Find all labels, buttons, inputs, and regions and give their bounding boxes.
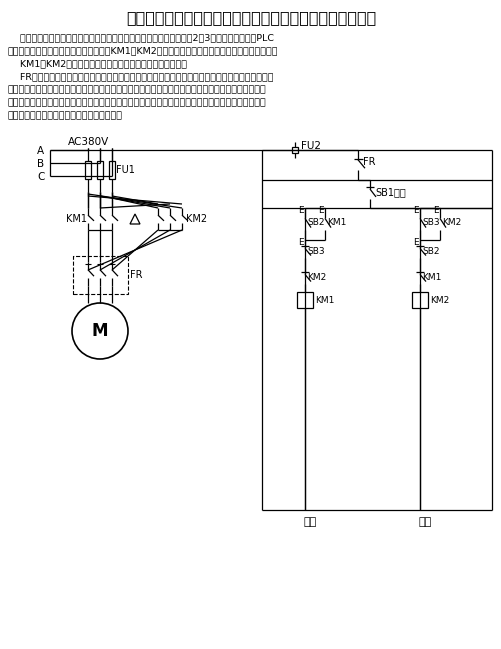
- Text: KM2: KM2: [441, 217, 460, 227]
- Text: 反转: 反转: [417, 517, 431, 527]
- Text: 下图是三相异步电动机正反转控制的主电路和继电器控制电路图，图2与3是功能与它相同的PLC: 下图是三相异步电动机正反转控制的主电路和继电器控制电路图，图2与3是功能与它相同…: [8, 34, 274, 42]
- Text: KM2: KM2: [429, 295, 448, 304]
- Text: 三相异步电动机正反转控制的主电路和继电器控制电路图：: 三相异步电动机正反转控制的主电路和继电器控制电路图：: [126, 10, 375, 25]
- Text: SB3: SB3: [421, 217, 439, 227]
- Text: E: E: [298, 206, 303, 215]
- Text: KM1: KM1: [421, 273, 440, 282]
- Bar: [292, 147, 298, 153]
- Text: 保护作用。有的热继电器需要手动复位，即热继电器动作后要按一下它自带的复位按钮，其触点才会恢: 保护作用。有的热继电器需要手动复位，即热继电器动作后要按一下它自带的复位按钮，其…: [8, 99, 266, 108]
- Text: KM1: KM1: [314, 295, 334, 304]
- Text: SB2: SB2: [307, 217, 324, 227]
- Text: KM1: KM1: [326, 217, 346, 227]
- Text: FU2: FU2: [301, 141, 320, 151]
- Text: 控制系统的外部接线图和梯形图。其中，KM1和KM2分别是控制正转运行和反转运行的交流接触器。: 控制系统的外部接线图和梯形图。其中，KM1和KM2分别是控制正转运行和反转运行的…: [8, 47, 278, 56]
- Text: A: A: [37, 146, 44, 156]
- Bar: [411, 292, 427, 308]
- Circle shape: [72, 303, 128, 359]
- Bar: [73, 256, 128, 294]
- Text: E: E: [298, 238, 303, 247]
- Text: FR: FR: [130, 270, 142, 280]
- Text: FR是作过载保护用的热继电器，异步电动机长期严重过载时，经过一定延时，热继电器的常闭触点: FR是作过载保护用的热继电器，异步电动机长期严重过载时，经过一定延时，热继电器的…: [8, 73, 273, 82]
- Text: SB3: SB3: [307, 247, 324, 256]
- Text: C: C: [37, 172, 44, 182]
- Text: 正转: 正转: [303, 517, 316, 527]
- Text: SB2: SB2: [421, 247, 438, 256]
- Text: E: E: [412, 206, 418, 215]
- Text: B: B: [37, 159, 44, 169]
- Text: E: E: [412, 238, 418, 247]
- Text: E: E: [432, 206, 438, 215]
- Text: FR: FR: [362, 157, 375, 167]
- Bar: [109, 161, 115, 179]
- Text: FU1: FU1: [116, 165, 135, 175]
- Text: KM1和KM2分别是控制正转运行和反转运行的交流接触器。: KM1和KM2分别是控制正转运行和反转运行的交流接触器。: [8, 60, 187, 69]
- Text: KM1: KM1: [66, 214, 87, 224]
- Bar: [297, 292, 313, 308]
- Text: E: E: [317, 206, 323, 215]
- Bar: [97, 161, 103, 179]
- Text: M: M: [92, 322, 108, 340]
- Text: 复原状，即常用开触点断开，常闭触点闭合。: 复原状，即常用开触点断开，常闭触点闭合。: [8, 112, 123, 121]
- Text: KM2: KM2: [186, 214, 207, 224]
- Text: SB1停车: SB1停车: [374, 187, 405, 197]
- Text: AC380V: AC380V: [68, 137, 109, 147]
- Bar: [85, 161, 91, 179]
- Text: KM2: KM2: [307, 273, 326, 282]
- Text: 断开，常开触点闭合。其常闭触点与接触器的线圈串联，过载时接触器线圈断电，电机停止运行，起到: 断开，常开触点闭合。其常闭触点与接触器的线圈串联，过载时接触器线圈断电，电机停止…: [8, 86, 266, 95]
